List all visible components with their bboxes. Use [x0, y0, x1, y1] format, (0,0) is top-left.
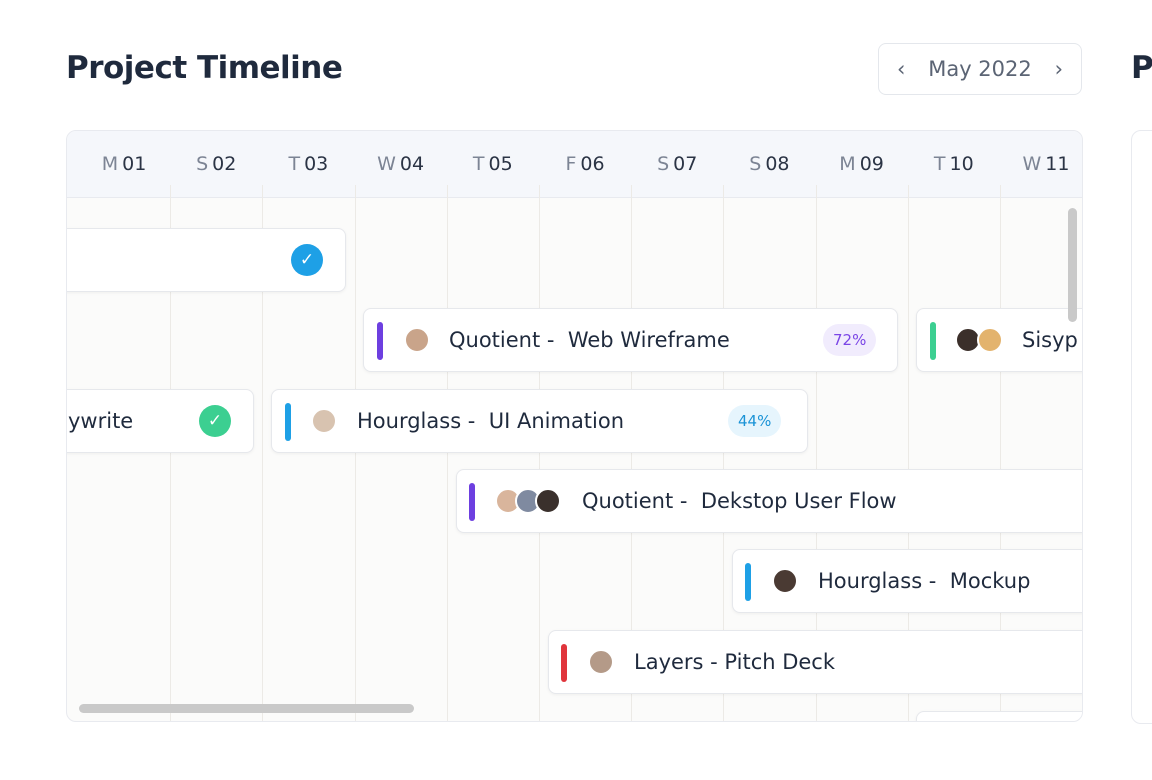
task-card[interactable]: Hourglass - Mockup	[732, 549, 1082, 613]
column-line	[907, 185, 909, 721]
task-card[interactable]: Layers - Pitch Deck	[548, 630, 1082, 694]
avatar	[404, 327, 430, 353]
month-nav: ‹ May 2022 ›	[878, 43, 1082, 95]
task-label: Quotient - Web Wireframe	[449, 328, 730, 352]
weekday: T	[288, 153, 301, 175]
day-number: 02	[212, 153, 237, 175]
task-card[interactable]: Quotient - Web Wireframe 72%	[363, 308, 898, 372]
column-line	[170, 185, 172, 721]
task-card[interactable]	[916, 711, 1082, 721]
day-number: 04	[399, 153, 425, 175]
avatar	[311, 408, 337, 434]
weekday: T	[933, 153, 946, 175]
accent	[930, 322, 936, 360]
task-card[interactable]: Hourglass - UI Animation 44%	[271, 389, 808, 453]
day-number: 09	[859, 153, 884, 175]
avatar	[977, 327, 1003, 353]
weekday: S	[196, 153, 209, 175]
done-icon: ✓	[291, 244, 323, 276]
side-panel	[1131, 130, 1152, 724]
column-line	[354, 185, 356, 721]
day-number: 05	[488, 153, 513, 175]
task-label: Hourglass - UI Animation	[357, 409, 625, 433]
column-line	[723, 185, 725, 721]
day-number: 01	[122, 153, 147, 175]
weekday: M	[101, 153, 119, 175]
task-label: Quotient - Dekstop User Flow	[582, 489, 897, 513]
weekday: S	[657, 153, 670, 175]
task-label: Layers - Pitch Deck	[634, 650, 836, 674]
prev-button[interactable]: ‹	[897, 57, 906, 81]
avatar	[955, 327, 981, 353]
v-scrollbar[interactable]	[1068, 208, 1077, 322]
task-card[interactable]: ywrite ✓	[67, 389, 254, 453]
progress: 72%	[823, 324, 877, 356]
progress: 44%	[728, 405, 782, 437]
next-button[interactable]: ›	[1054, 57, 1063, 81]
task-card[interactable]: ✓	[67, 228, 346, 292]
day-header-cell: W 11	[1000, 131, 1082, 197]
avatar	[588, 649, 614, 675]
day-number: 06	[580, 153, 605, 175]
accent	[469, 483, 475, 521]
day-number: 10	[949, 153, 974, 175]
day-number: 11	[1045, 153, 1070, 175]
day-header-cell: S 02	[170, 131, 262, 197]
column-line	[539, 185, 540, 721]
column-line	[1000, 185, 1001, 721]
h-scrollbar[interactable]	[79, 704, 414, 713]
task-label: Hourglass - Mockup	[818, 569, 1031, 593]
day-header-cell: T 05	[447, 131, 539, 197]
avatar	[772, 568, 798, 594]
weekday: M	[839, 153, 856, 175]
day-header-cell: S 07	[631, 131, 723, 197]
column-line	[446, 185, 448, 721]
done-icon: ✓	[199, 405, 231, 437]
task-label: Sisyp	[1022, 328, 1078, 352]
task-card[interactable]: Quotient - Dekstop User Flow	[456, 469, 1082, 533]
accent	[377, 322, 383, 360]
accent	[745, 563, 751, 601]
weekday: F	[565, 153, 577, 175]
column-line	[815, 185, 817, 721]
day-header-cell: W 04	[355, 131, 447, 197]
timeline-panel: M 01 S 02 T 03 W 04 T 05 F 06 S 07 S 08 M 09 T 10 W 11 ✓ Quot…	[66, 130, 1083, 722]
day-header-cell: S 08	[723, 131, 815, 197]
day-header-cell: F 06	[539, 131, 631, 197]
day-number: 07	[673, 153, 698, 175]
weekday: T	[472, 153, 485, 175]
day-number: 03	[304, 153, 329, 175]
day-header-cell: T 03	[262, 131, 354, 197]
weekday: S	[749, 153, 762, 175]
accent	[561, 644, 567, 682]
day-header: M 01 S 02 T 03 W 04 T 05 F 06 S 07 S 08 M 09 T 10 W 11	[67, 131, 1082, 198]
day-header-cell: M 09	[816, 131, 908, 197]
avatar	[535, 488, 561, 514]
side-title: P	[1131, 50, 1152, 86]
task-card[interactable]: Sisyp	[916, 308, 1082, 372]
page-title: Project Timeline	[66, 50, 343, 86]
column-line	[262, 185, 264, 721]
weekday: W	[1022, 153, 1042, 175]
day-header-cell: M 01	[78, 131, 170, 197]
day-number: 08	[765, 153, 790, 175]
month-label: May 2022	[928, 57, 1032, 81]
column-line	[631, 185, 633, 721]
day-header-cell: T 10	[908, 131, 1000, 197]
weekday: W	[377, 153, 396, 175]
task-label: ywrite	[68, 409, 134, 433]
accent	[285, 403, 291, 441]
